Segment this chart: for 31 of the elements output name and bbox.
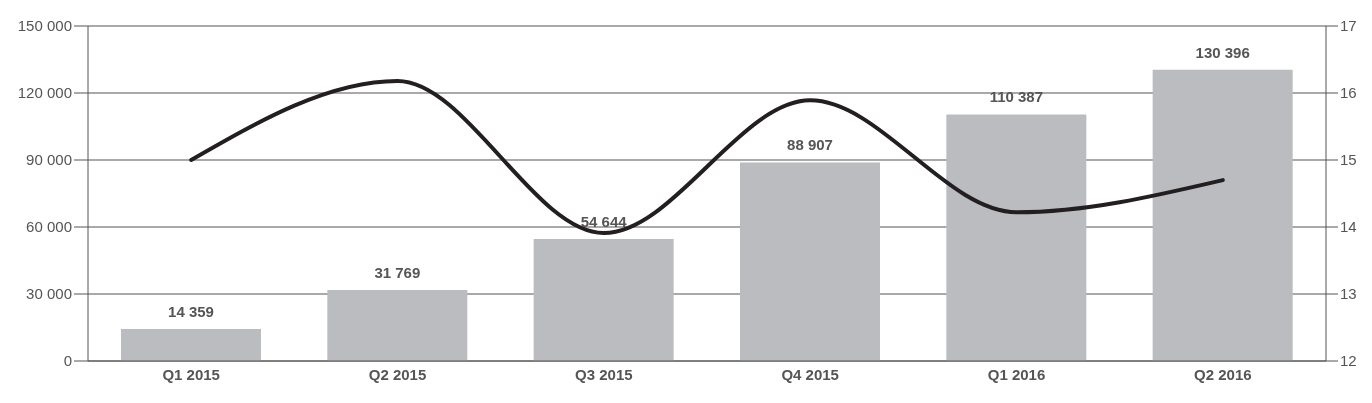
x-tick-label: Q3 2015 [575, 365, 633, 383]
data-label: 31 769 [374, 264, 421, 282]
y2-tick-label: 12 [1340, 352, 1357, 370]
data-label: 110 387 [989, 88, 1044, 106]
bar [327, 290, 468, 361]
y-tick-label: 30 000 [26, 285, 72, 303]
x-tick-label: Q1 2015 [162, 365, 220, 383]
bar [740, 162, 880, 361]
bar [1152, 69, 1293, 361]
bar [533, 238, 674, 361]
y-tick-label: 60 000 [26, 218, 72, 236]
x-tick-label: Q4 2015 [781, 365, 839, 383]
x-tick-label: Q2 2015 [368, 365, 427, 383]
data-label: 130 396 [1195, 43, 1250, 61]
y2-tick-label: 16 [1340, 84, 1357, 102]
y-tick-label: 90 000 [26, 151, 72, 169]
y2-tick-label: 13 [1340, 285, 1357, 303]
y2-tick-label: 17 [1340, 17, 1357, 35]
y2-tick-label: 15 [1340, 151, 1357, 169]
y-tick-label: 150 000 [17, 17, 72, 35]
y2-tick-label: 14 [1340, 218, 1357, 236]
x-tick-label: Q2 2016 [1194, 365, 1252, 383]
data-label: 88 907 [787, 136, 833, 154]
bar [121, 328, 261, 361]
line-series [189, 78, 1225, 236]
x-tick-label: Q1 2016 [987, 365, 1046, 383]
data-label: 54 644 [580, 212, 628, 230]
bar [946, 114, 1087, 361]
data-label: 14 359 [168, 302, 214, 320]
y-tick-label: 120 000 [17, 84, 72, 102]
y-tick-label: 0 [63, 352, 72, 370]
